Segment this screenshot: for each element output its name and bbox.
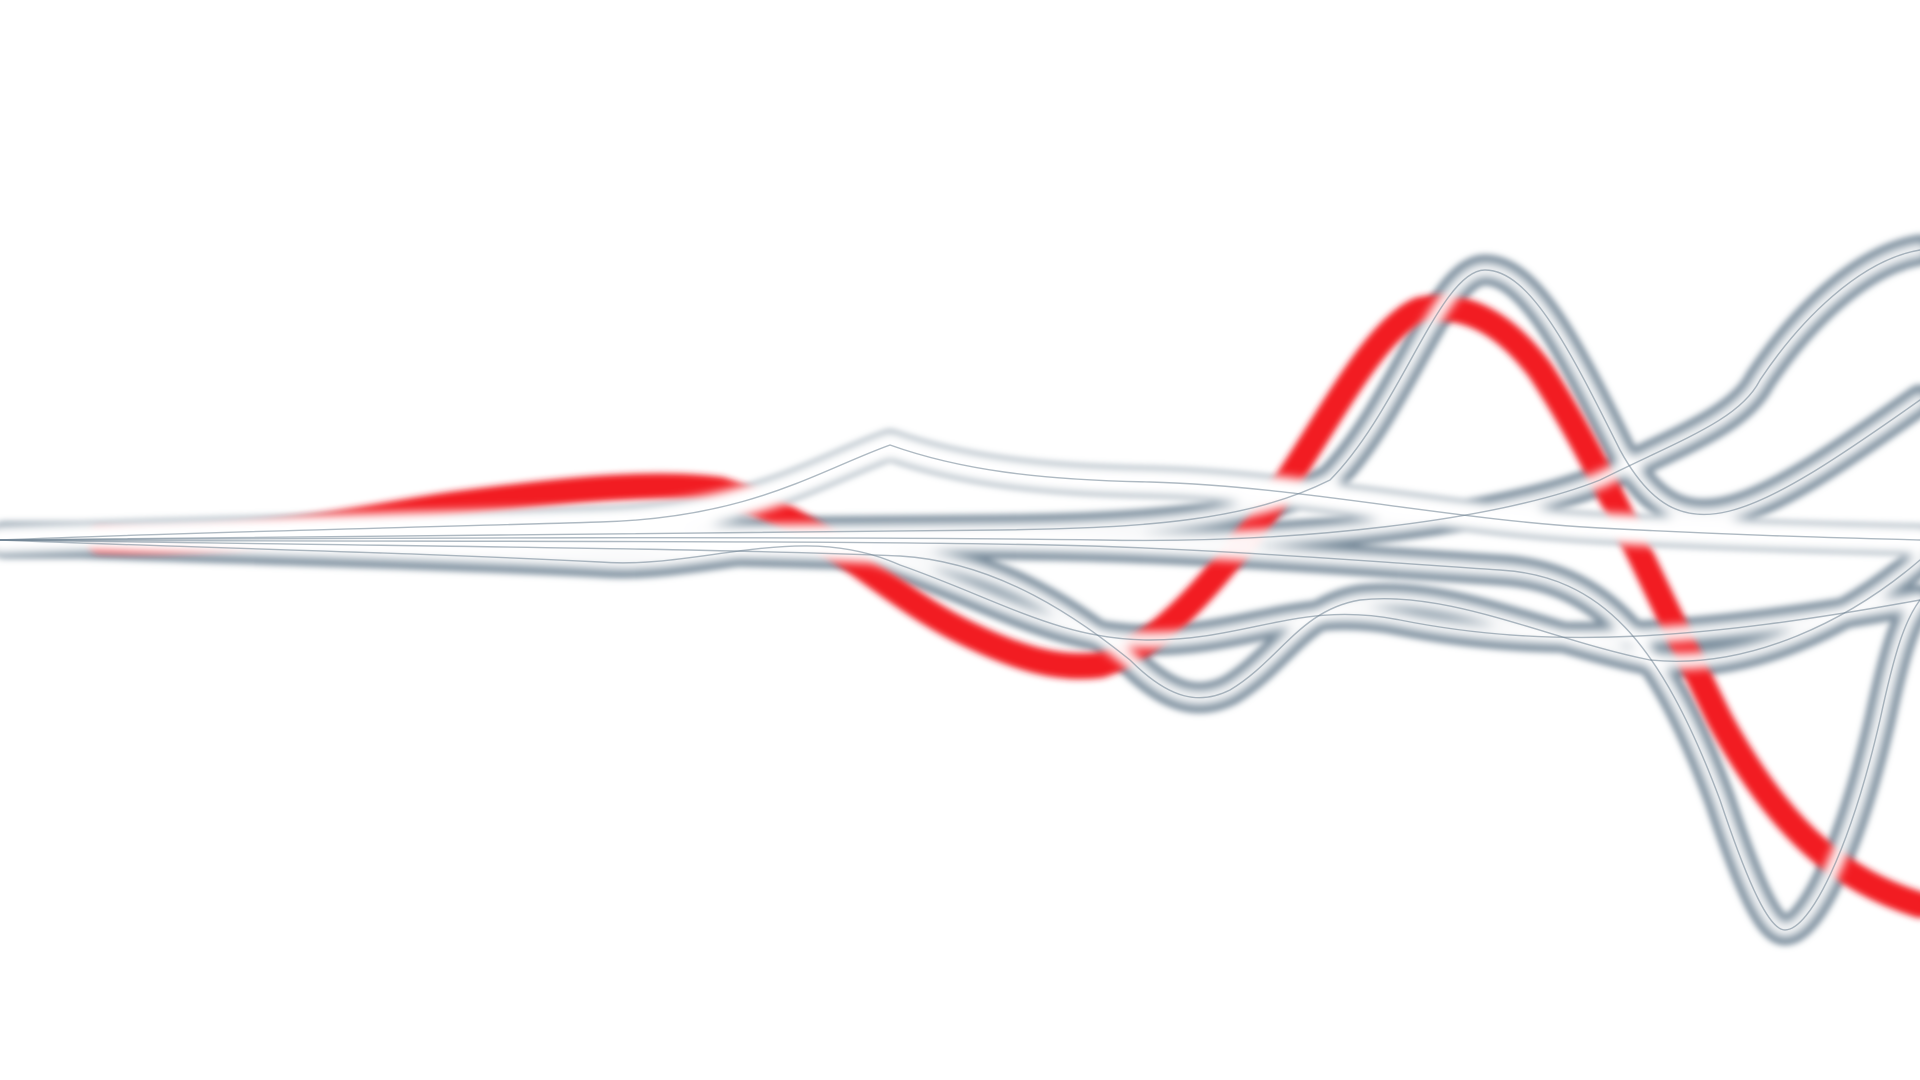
wave-strand-core-5	[0, 242, 1920, 549]
wave-strand-outline-5	[0, 235, 1920, 556]
wave-strand-thin-6	[0, 539, 1920, 699]
wave-strand-thin-3	[0, 269, 1920, 541]
wave-strand-core-3	[0, 262, 1920, 548]
highlight-strand	[87, 295, 1920, 918]
strand-thin-layer	[0, 249, 1920, 931]
wave-strand-outline-3	[0, 255, 1920, 555]
wave-strand-thin-2	[0, 539, 1920, 641]
highlight-strand-layer	[87, 295, 1920, 918]
wave-strand-thin-4	[0, 539, 1920, 931]
wave-strand-thin-5	[0, 249, 1920, 542]
wave-strand-thin-1	[0, 444, 1920, 541]
strand-core-layer	[0, 242, 1920, 938]
